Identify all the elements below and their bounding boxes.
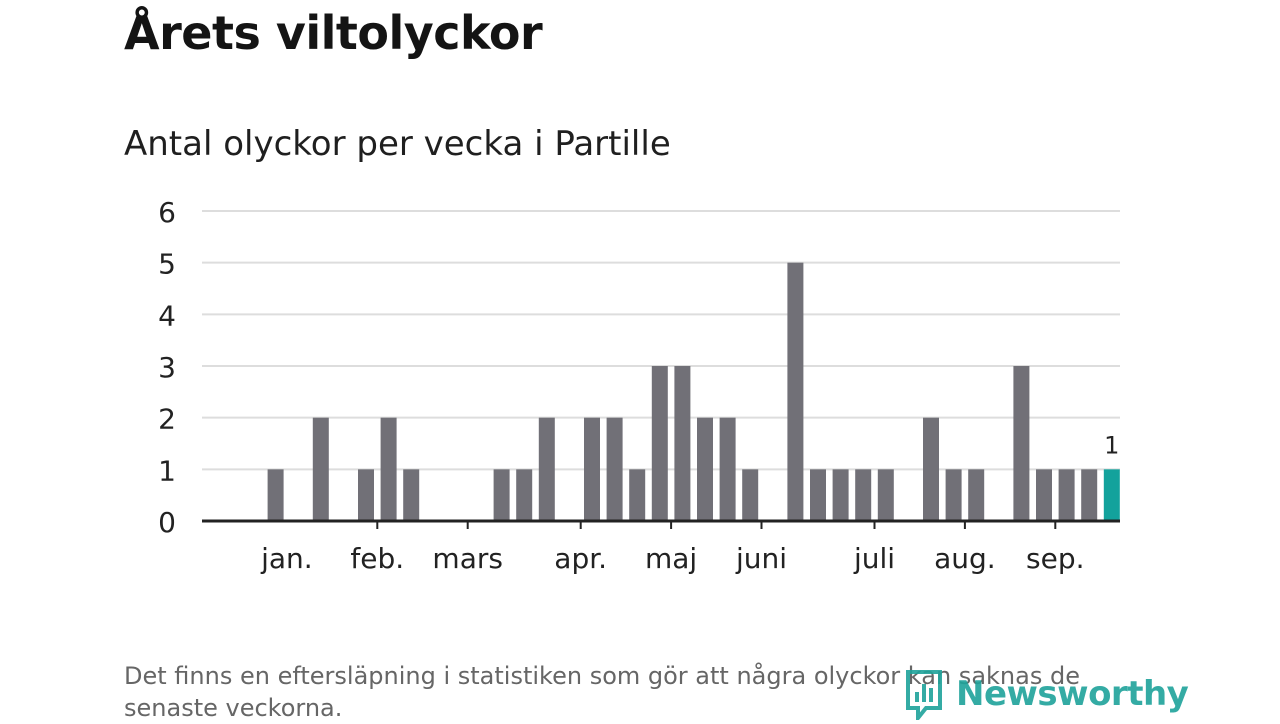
bar xyxy=(606,417,623,521)
bar-highlight xyxy=(1103,469,1120,521)
data-label: 1 xyxy=(1104,431,1119,459)
newsworthy-logo-icon xyxy=(906,670,942,720)
x-tick-label: juli xyxy=(853,542,895,575)
bar xyxy=(855,469,872,521)
y-tick-label: 5 xyxy=(158,248,176,281)
x-tick-label: aug. xyxy=(934,542,996,575)
bar xyxy=(493,469,510,521)
bar xyxy=(923,417,939,521)
bar xyxy=(945,469,962,521)
y-tick-label: 2 xyxy=(158,403,176,436)
bar xyxy=(810,469,826,521)
chart-subtitle: Antal olyckor per vecka i Partille xyxy=(124,124,671,164)
bar xyxy=(516,469,533,521)
bar xyxy=(312,417,329,521)
bar xyxy=(1013,366,1030,521)
bar-chart: 0 1 2 3 4 5 6 1 jan. feb. mars apr. maj juni juli aug. s… xyxy=(158,196,1120,575)
bar xyxy=(651,366,668,521)
bar xyxy=(877,469,894,521)
y-tick-label: 4 xyxy=(158,299,176,332)
bar xyxy=(968,469,985,521)
y-tick-label: 0 xyxy=(158,506,176,539)
y-tick-label: 3 xyxy=(158,351,176,384)
bar xyxy=(358,469,374,521)
bar xyxy=(697,417,713,521)
x-tick-label: juni xyxy=(735,542,787,575)
bar xyxy=(719,417,736,521)
bar xyxy=(380,417,397,521)
bar xyxy=(787,262,804,521)
bar xyxy=(403,469,420,521)
bar xyxy=(1081,469,1098,521)
bar xyxy=(674,366,691,521)
brand-name: Newsworthy xyxy=(956,674,1189,714)
bar xyxy=(1036,469,1052,521)
y-tick-label: 6 xyxy=(158,196,176,229)
x-tick-label: jan. xyxy=(260,542,313,575)
x-tick-label: apr. xyxy=(554,542,607,575)
y-tick-label: 1 xyxy=(158,454,176,487)
footnote: Det finns en eftersläpning i statistiken… xyxy=(124,662,1080,722)
x-tick-label: feb. xyxy=(350,542,404,575)
bar xyxy=(584,417,600,521)
bar xyxy=(267,469,284,521)
bar xyxy=(538,417,555,521)
bar xyxy=(629,469,646,521)
bar xyxy=(832,469,849,521)
x-tick-label: maj xyxy=(645,542,697,575)
brand-logo: Newsworthy xyxy=(904,668,1189,720)
x-tick-label: sep. xyxy=(1026,542,1085,575)
bar xyxy=(742,469,759,521)
bar xyxy=(1058,469,1075,521)
x-tick-label: mars xyxy=(432,542,503,575)
chart-title: Årets viltolyckor xyxy=(124,6,543,60)
